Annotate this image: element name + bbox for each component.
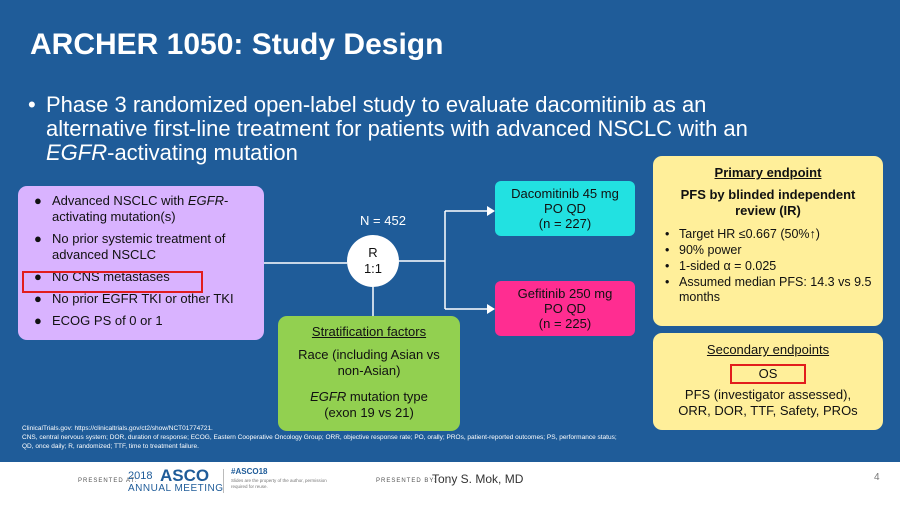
hashtag: #ASCO18 bbox=[231, 467, 268, 476]
assumption-item: • 90% power bbox=[665, 243, 742, 257]
randomization-node: R 1:1 bbox=[347, 235, 399, 287]
bullet-icon: • bbox=[665, 243, 670, 257]
secondary-endpoints-box: Secondary endpoints OS PFS (investigator… bbox=[653, 333, 883, 430]
randomization-r: R bbox=[368, 245, 378, 260]
eligibility-item: ● No prior EGFR TKI or other TKI bbox=[34, 291, 234, 306]
footnote-source: ClinicalTrials.gov: https://clinicaltria… bbox=[22, 425, 213, 432]
bullet-icon: ● bbox=[34, 193, 42, 208]
arrow-dacomitinib-icon bbox=[487, 206, 495, 216]
arrow-gefitinib-icon bbox=[487, 304, 495, 314]
race-factor-line-1: Race (including Asian vs bbox=[298, 347, 440, 362]
asco-logo: ASCO bbox=[160, 466, 210, 485]
randomization-ratio: 1:1 bbox=[363, 261, 383, 276]
slide-title: ARCHER 1050: Study Design bbox=[30, 28, 444, 61]
footer-bar bbox=[0, 462, 900, 506]
arm-n: (n = 227) bbox=[538, 216, 592, 231]
bullet-icon: • bbox=[665, 259, 670, 273]
bullet-marker: • bbox=[28, 92, 36, 117]
eligibility-item: ● ECOG PS of 0 or 1 bbox=[34, 313, 163, 328]
cns-highlight-box bbox=[22, 271, 203, 293]
footnote-abbreviations: CNS, central nervous system; DOR, durati… bbox=[22, 434, 617, 441]
flow-connectors bbox=[264, 206, 495, 316]
secondary-endpoints-line-2: ORR, DOR, TTF, Safety, PROs bbox=[678, 403, 858, 418]
bullet-icon: • bbox=[665, 227, 670, 241]
bullet-icon: ● bbox=[34, 313, 42, 328]
secondary-endpoints-heading: Secondary endpoints bbox=[706, 342, 830, 357]
sample-size-label: N = 452 bbox=[360, 213, 406, 228]
arm-n: (n = 225) bbox=[538, 316, 592, 331]
primary-endpoint-assumptions: • Target HR ≤0.667 (50%↑) • 90% power • 1-s… bbox=[663, 227, 873, 305]
assumption-item: • Assumed median PFS: 14.3 vs 9.5 months bbox=[665, 275, 872, 304]
footnotes: ClinicalTrials.gov: https://clinicaltria… bbox=[22, 424, 792, 451]
stratification-box: Stratification factors Race (including A… bbox=[278, 316, 460, 431]
bullet-icon: ● bbox=[34, 231, 42, 246]
description-line-3-rest: -activating mutation bbox=[107, 140, 298, 165]
description-line-3: EGFR-activating mutation bbox=[46, 141, 858, 165]
dacomitinib-arm-box: Dacomitinib 45 mg PO QD (n = 227) bbox=[495, 181, 635, 236]
race-factor-line-2: non-Asian) bbox=[337, 363, 401, 378]
asco-logo-year: 2018 bbox=[128, 470, 153, 482]
description-line-1: Phase 3 randomized open-label study to e… bbox=[46, 92, 707, 117]
bullet-icon: ● bbox=[34, 291, 42, 306]
eligibility-item: ● No prior systemic treatment of advanced… bbox=[34, 231, 226, 262]
presented-by-label: PRESENTED BY: bbox=[376, 478, 437, 484]
os-highlight-box: OS bbox=[730, 364, 806, 384]
bullet-icon: • bbox=[665, 275, 670, 289]
secondary-endpoints-line-1: PFS (investigator assessed), bbox=[684, 387, 852, 402]
asco-logo-meeting: ANNUAL MEETING bbox=[128, 483, 224, 494]
page-number: 4 bbox=[874, 472, 880, 483]
presented-at-label: PRESENTED AT: bbox=[78, 478, 138, 484]
eligibility-criteria-box: ● Advanced NSCLC with EGFR-activating mut… bbox=[18, 186, 264, 340]
eligibility-list: ● Advanced NSCLC with EGFR-activating mut… bbox=[26, 193, 256, 329]
presenter-name: Tony S. Mok, MD bbox=[432, 472, 524, 486]
eligibility-item: ● Advanced NSCLC with EGFR-activating mut… bbox=[34, 193, 229, 224]
exon-factor: (exon 19 vs 21) bbox=[324, 405, 414, 420]
primary-endpoint-heading: Primary endpoint bbox=[714, 165, 822, 180]
arm-dosing: PO QD bbox=[544, 301, 586, 316]
study-description: • Phase 3 randomized open-label study to… bbox=[28, 93, 858, 165]
egfr-term: EGFR bbox=[46, 140, 108, 165]
arm-drug: Gefitinib 250 mg bbox=[517, 286, 613, 301]
primary-endpoint-box: Primary endpoint PFS by blinded independ… bbox=[653, 156, 883, 326]
footnote-abbreviations-2: QD, once daily; R, randomized; TTF, time… bbox=[22, 443, 199, 450]
slide-ownership-note: Slides are the property of the author, p… bbox=[231, 478, 327, 489]
arm-drug: Dacomitinib 45 mg bbox=[511, 186, 619, 201]
assumption-item: • Target HR ≤0.667 (50%↑) bbox=[665, 227, 820, 241]
bullet-icon: ● bbox=[34, 269, 42, 284]
primary-endpoint-measure: PFS by blinded independent review (IR) bbox=[680, 187, 856, 218]
arm-dosing: PO QD bbox=[544, 201, 586, 216]
assumption-item: • 1-sided α = 0.025 bbox=[665, 259, 777, 273]
egfr-factor: EGFR mutation type bbox=[310, 389, 428, 404]
footer-divider bbox=[223, 469, 224, 493]
stratification-heading: Stratification factors bbox=[311, 324, 427, 339]
gefitinib-arm-box: Gefitinib 250 mg PO QD (n = 225) bbox=[495, 281, 635, 336]
description-line-2: alternative first-line treatment for pat… bbox=[46, 116, 748, 141]
